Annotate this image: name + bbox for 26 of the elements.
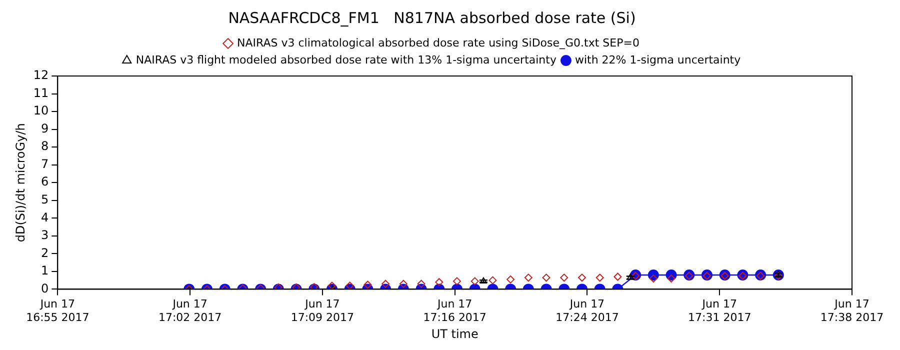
y-tick-label: 2 (41, 246, 49, 260)
y-tick-label: 3 (41, 228, 49, 242)
y-tick-label: 4 (41, 210, 49, 224)
x-tick-label: Jun 17 17:24 2017 (556, 298, 619, 324)
y-tick-label: 10 (33, 104, 49, 118)
x-tick-label: Jun 17 17:31 2017 (688, 298, 752, 324)
y-tick-label: 6 (41, 174, 49, 189)
x-tick-label: Jun 17 17:38 2017 (820, 298, 884, 324)
y-tick-label: 9 (41, 121, 49, 136)
x-tick-label: Jun 17 17:16 2017 (423, 298, 486, 324)
y-tick-label: 12 (33, 68, 49, 82)
x-axis-title: UT time (431, 326, 478, 341)
chart-title: NASAAFRCDC8_FM1 N817NA absorbed dose rate (Si) (228, 8, 636, 27)
x-tick-label: Jun 17 16:55 2017 (26, 298, 90, 324)
legend-label: NAIRAS v3 climatological absorbed dose rate using SiDose_G0.txt SEP=0 (237, 36, 640, 50)
y-tick-label: 7 (41, 156, 49, 171)
legend-label: NAIRAS v3 flight modeled absorbed dose rate with 13% 1-sigma uncertainty (136, 53, 557, 66)
legend-label: with 22% 1-sigma uncertainty (574, 53, 742, 66)
x-tick-label: Jun 17 17:02 2017 (158, 298, 222, 324)
y-tick-label: 5 (41, 192, 49, 206)
y-tick-label: 1 (41, 264, 49, 278)
y-axis-title: dD(Si)/dt microGy/h (13, 123, 28, 242)
x-tick-label: Jun 17 17:09 2017 (290, 298, 354, 324)
y-tick-label: 8 (41, 139, 49, 154)
y-tick-label: 0 (41, 281, 49, 296)
y-tick-label: 11 (33, 86, 49, 100)
